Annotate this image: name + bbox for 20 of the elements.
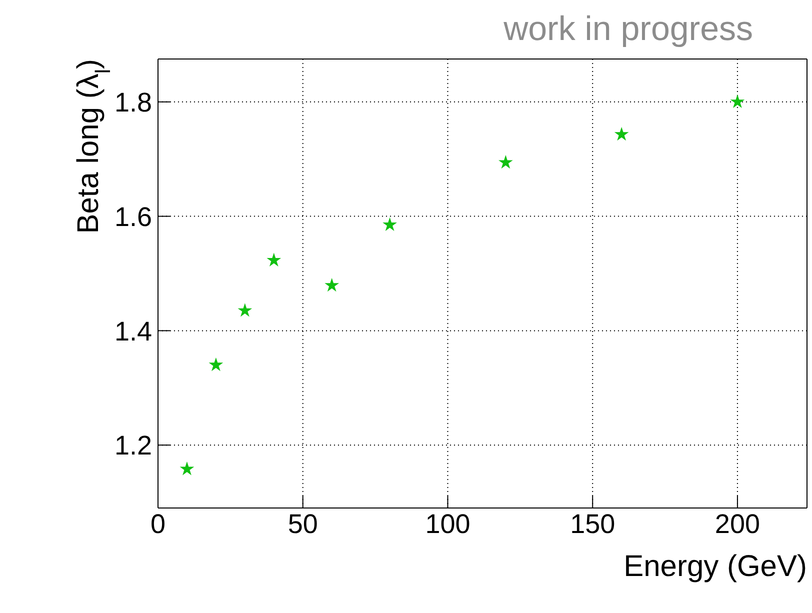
x-tick-label: 150 (570, 509, 616, 540)
x-tick-label: 0 (150, 509, 166, 540)
point (238, 303, 252, 317)
point (208, 357, 224, 372)
point (614, 126, 629, 141)
x-tick-label: 200 (714, 509, 760, 540)
point (266, 252, 282, 266)
y-tick-label: 1.8 (114, 87, 152, 118)
point (324, 278, 340, 292)
x-tick-label: 50 (288, 509, 318, 540)
x-axis-title: Energy (GeV) (624, 550, 807, 583)
point (498, 154, 513, 169)
point (730, 94, 745, 108)
text: work in progress (504, 10, 753, 49)
x-tick-label: 100 (425, 509, 470, 540)
y-tick-label: 1.2 (114, 430, 152, 461)
point (382, 217, 397, 231)
y-tick-label: 1.6 (114, 202, 152, 232)
y-tick-label: 1.4 (114, 316, 152, 346)
point (180, 462, 194, 476)
